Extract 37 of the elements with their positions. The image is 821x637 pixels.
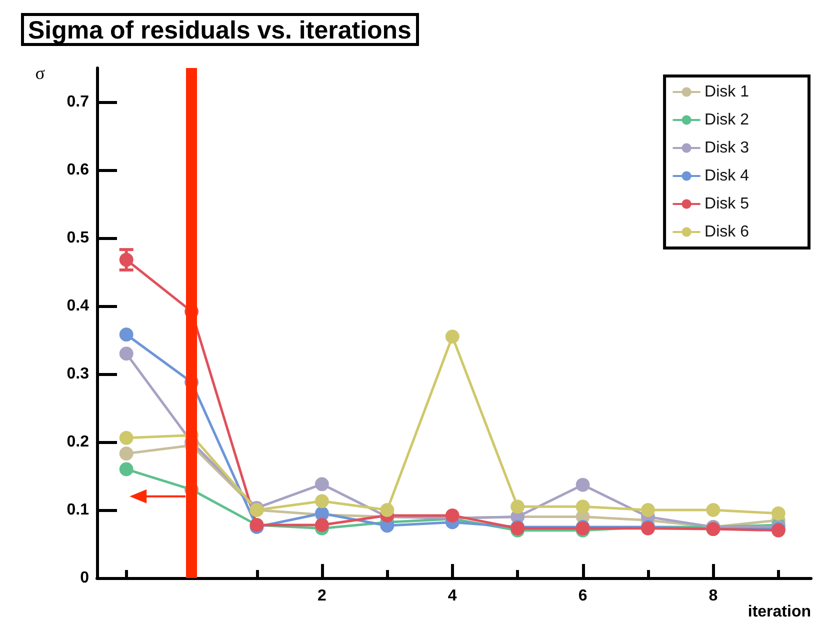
legend-label: Disk 3 xyxy=(704,140,750,156)
point xyxy=(380,503,394,517)
point xyxy=(445,330,460,344)
point xyxy=(706,503,720,517)
y-tick-label: 0.7 xyxy=(66,94,90,110)
y-tick-label: 0.4 xyxy=(66,298,90,314)
legend-label: Disk 4 xyxy=(704,168,750,184)
legend-label: Disk 5 xyxy=(704,196,750,212)
point xyxy=(314,477,329,492)
legend-label: Disk 6 xyxy=(704,224,750,240)
point xyxy=(510,500,525,514)
point xyxy=(119,462,134,476)
x-tick-label: 6 xyxy=(578,588,588,604)
point xyxy=(119,446,134,461)
y-tick-label: 0.5 xyxy=(66,230,90,246)
x-tick-label: 4 xyxy=(448,588,457,604)
point xyxy=(119,328,134,342)
chart-title: Sigma of residuals vs. iterations xyxy=(28,16,412,44)
point xyxy=(576,500,590,514)
y-tick-label: 0.3 xyxy=(66,366,90,382)
x-axis-title: iteration xyxy=(748,604,811,620)
point xyxy=(576,478,590,492)
legend-label: Disk 2 xyxy=(704,112,750,128)
point xyxy=(119,430,134,445)
y-tick-label: 0 xyxy=(80,570,90,586)
y-tick-label: 0.1 xyxy=(66,502,90,518)
point xyxy=(641,503,655,517)
legend-label: Disk 1 xyxy=(704,84,750,100)
point xyxy=(445,508,460,522)
x-tick-label: 8 xyxy=(708,588,718,604)
y-axis-title: σ xyxy=(35,63,46,83)
point xyxy=(314,494,329,508)
point xyxy=(119,346,134,361)
x-tick-label: 2 xyxy=(318,588,327,604)
y-tick-label: 0.6 xyxy=(66,162,90,178)
y-tick-label: 0.2 xyxy=(66,434,90,450)
point xyxy=(314,518,329,532)
